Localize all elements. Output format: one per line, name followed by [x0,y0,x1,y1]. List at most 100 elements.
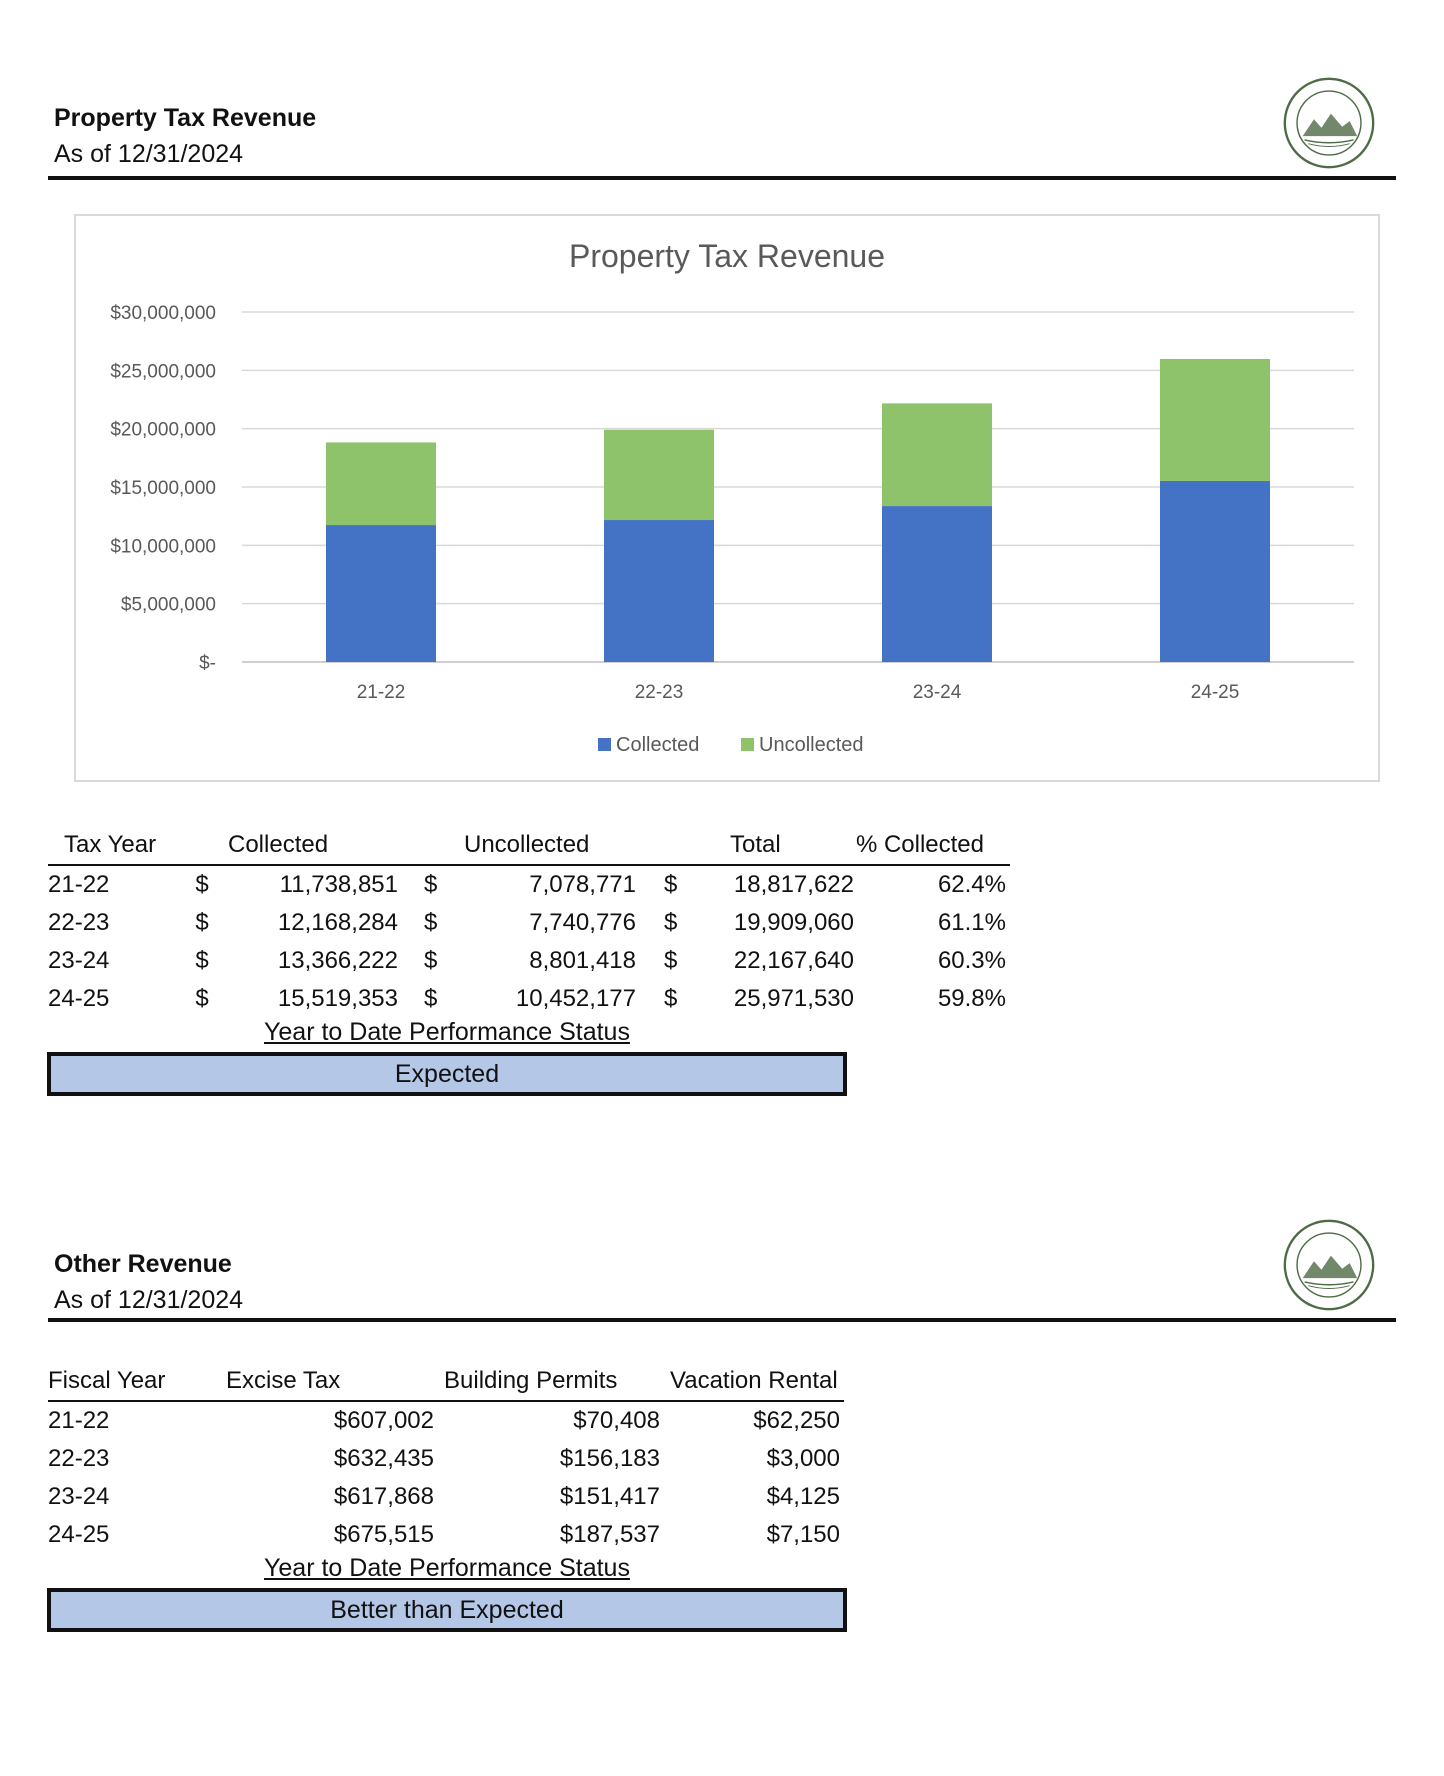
y-tick-label: $10,000,000 [110,536,216,557]
currency-symbol: $ [195,947,209,974]
header-total: Total [704,826,854,866]
row-permits: $156,183 [559,1445,660,1472]
row-collected: 11,738,851 [279,871,398,898]
row-permits: $187,537 [559,1521,660,1548]
currency-symbol: $ [664,909,678,936]
chart-title: Property Tax Revenue [568,238,886,274]
currency-symbol: $ [424,947,438,974]
header-fiscal-year: Fiscal Year [48,1362,218,1402]
row-year: 24-25 [48,985,110,1012]
property-status-label: Year to Date Performance Status [264,1018,630,1046]
row-total: 18,817,622 [733,871,854,898]
property-status-badge: Expected [47,1052,847,1096]
other-status-label: Year to Date Performance Status [264,1554,630,1582]
header-vacation-rental: Vacation Rental [660,1362,844,1402]
header-excise-tax: Excise Tax [218,1362,434,1402]
currency-symbol: $ [424,871,438,898]
header-collected: Collected [226,826,424,866]
y-tick-label: $- [199,653,216,674]
row-pct: 59.8% [937,985,1006,1012]
row-excise: $607,002 [333,1407,434,1434]
currency-symbol: $ [424,985,438,1012]
y-tick-label: $30,000,000 [110,303,216,324]
row-rental: $62,250 [753,1407,840,1434]
legend-swatch [741,738,754,751]
x-tick-label: 23-24 [913,682,962,703]
other-table-header-row: Fiscal Year Excise Tax Building Permits … [48,1362,844,1402]
row-permits: $151,417 [559,1483,660,1510]
row-total: 25,971,530 [733,985,854,1012]
table-row: 21-22 $607,002 $70,408 $62,250 [48,1401,844,1440]
legend-swatch [598,738,611,751]
row-uncollected: 7,740,776 [529,909,636,936]
property-section-title: Property Tax Revenue [54,104,317,132]
other-revenue-table: Fiscal Year Excise Tax Building Permits … [48,1362,844,1554]
town-seal-logo [1283,1219,1375,1311]
chart-frame [74,214,1380,782]
other-section-title: Other Revenue [54,1250,232,1278]
row-rental: $4,125 [766,1483,840,1510]
currency-symbol: $ [664,871,678,898]
header-tax-year: Tax Year [48,826,178,866]
row-pct: 61.1% [937,909,1006,936]
bar-uncollected [1160,358,1270,481]
other-header-rule [48,1318,1396,1322]
row-year: 23-24 [48,947,110,974]
table-row: 21-22 $ 11,738,851 $ 7,078,771 $ 18,817,… [48,865,1010,904]
property-header-rule [48,176,1396,180]
row-excise: $675,515 [333,1521,434,1548]
row-year: 21-22 [48,1407,110,1434]
row-collected: 13,366,222 [277,947,398,974]
y-tick-label: $20,000,000 [110,420,216,441]
row-total: 19,909,060 [733,909,854,936]
currency-symbol: $ [195,871,209,898]
currency-symbol: $ [424,909,438,936]
row-uncollected: 10,452,177 [515,985,636,1012]
property-as-of-date: As of 12/31/2024 [54,140,244,168]
bar-uncollected [882,403,992,507]
row-year: 24-25 [48,1521,110,1548]
bar-collected [326,525,436,662]
bar-uncollected [326,442,436,526]
header-pct-collected: % Collected [854,826,1010,866]
x-tick-label: 22-23 [635,682,684,703]
table-row: 24-25 $ 15,519,353 $ 10,452,177 $ 25,971… [48,980,1010,1018]
table-row: 22-23 $632,435 $156,183 $3,000 [48,1440,844,1478]
other-status-badge: Better than Expected [47,1588,847,1632]
row-rental: $7,150 [766,1521,840,1548]
currency-symbol: $ [195,985,209,1012]
bar-uncollected [604,429,714,521]
row-total: 22,167,640 [733,947,854,974]
town-seal-logo [1283,77,1375,169]
row-pct: 62.4% [937,871,1006,898]
bar-collected [604,520,714,662]
currency-symbol: $ [664,985,678,1012]
y-tick-label: $15,000,000 [110,478,216,499]
currency-symbol: $ [664,947,678,974]
row-year: 22-23 [48,909,110,936]
row-year: 21-22 [48,871,110,898]
row-pct: 60.3% [937,947,1006,974]
table-row: 23-24 $ 13,366,222 $ 8,801,418 $ 22,167,… [48,942,1010,980]
row-permits: $70,408 [573,1407,660,1434]
property-tax-chart: $- $5,000,000 $10,000,000 $15,000,000 $20,00… [110,303,1354,756]
table-row: 24-25 $675,515 $187,537 $7,150 [48,1516,844,1554]
table-row: 22-23 $ 12,168,284 $ 7,740,776 $ 19,909,… [48,904,1010,942]
x-tick-label: 24-25 [1191,682,1240,703]
y-tick-label: $5,000,000 [121,595,216,616]
bar-collected [1160,480,1270,662]
row-excise: $632,435 [333,1445,434,1472]
table-row: 23-24 $617,868 $151,417 $4,125 [48,1478,844,1516]
currency-symbol: $ [195,909,209,936]
header-building-permits: Building Permits [434,1362,660,1402]
row-uncollected: 7,078,771 [529,871,636,898]
x-tick-label: 21-22 [357,682,406,703]
y-tick-label: $25,000,000 [110,361,216,382]
property-table-header-row: Tax Year Collected Uncollected Total % C… [48,826,1010,866]
row-collected: 12,168,284 [277,909,398,936]
bar-collected [882,506,992,662]
legend-label: Collected [616,734,699,756]
row-uncollected: 8,801,418 [529,947,636,974]
legend-label: Uncollected [759,734,864,756]
header-uncollected: Uncollected [464,826,664,866]
